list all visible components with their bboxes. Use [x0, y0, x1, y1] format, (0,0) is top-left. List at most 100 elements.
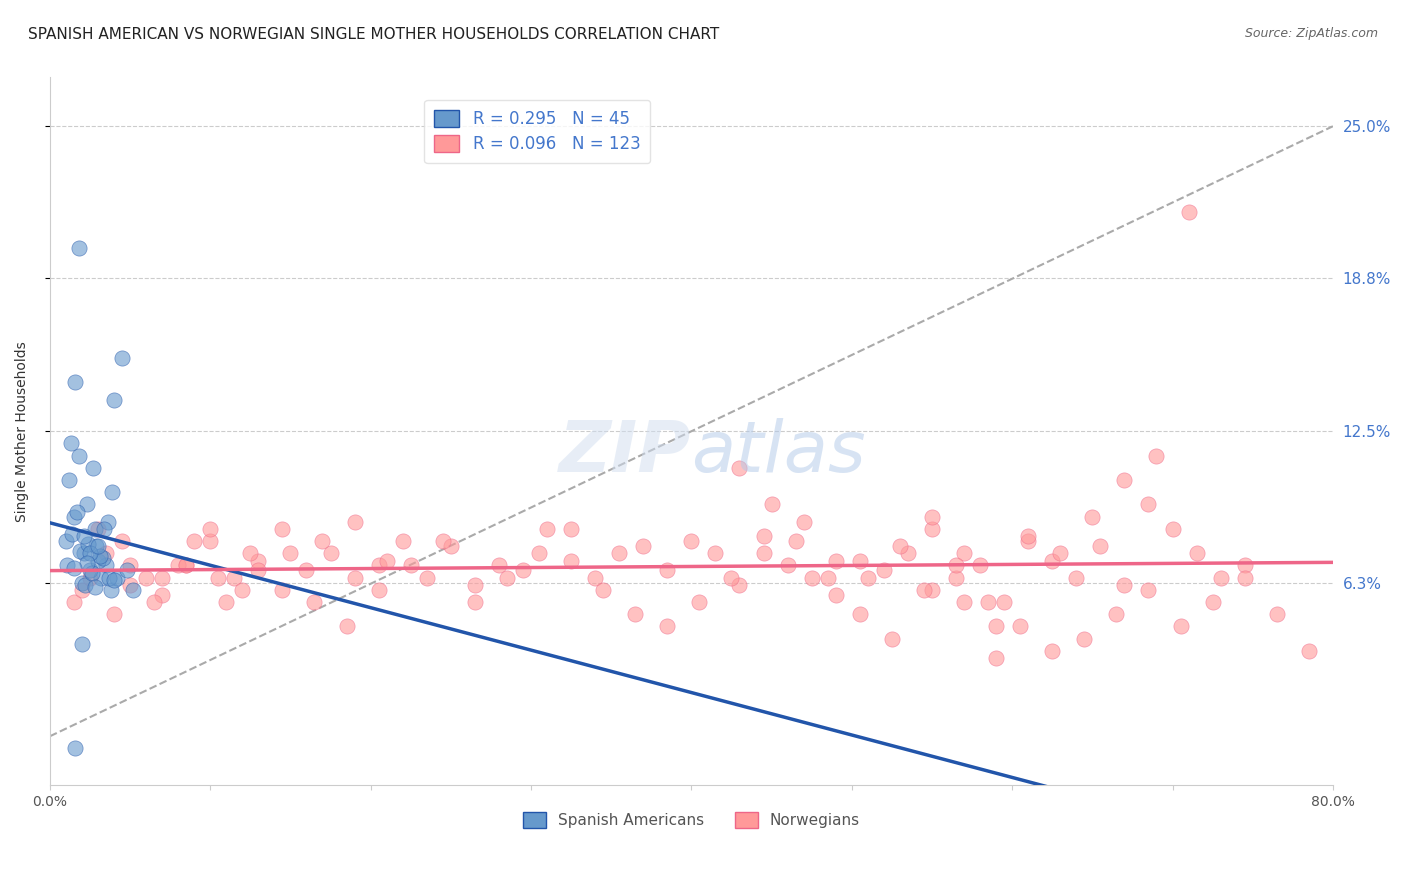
Point — [496, 571, 519, 585]
Point — [174, 558, 197, 573]
Point — [945, 571, 967, 585]
Point — [624, 607, 647, 622]
Point — [993, 595, 1015, 609]
Point — [63, 561, 86, 575]
Point — [111, 351, 134, 365]
Point — [55, 534, 77, 549]
Point — [59, 436, 82, 450]
Point — [536, 522, 558, 536]
Point — [72, 546, 94, 560]
Point — [592, 582, 614, 597]
Point — [63, 509, 86, 524]
Point — [633, 539, 655, 553]
Point — [1081, 509, 1104, 524]
Point — [1298, 644, 1320, 658]
Point — [118, 558, 141, 573]
Point — [311, 534, 333, 549]
Point — [295, 563, 318, 577]
Point — [688, 595, 710, 609]
Text: ZIP: ZIP — [560, 418, 692, 487]
Point — [1017, 534, 1039, 549]
Point — [83, 581, 105, 595]
Point — [66, 505, 89, 519]
Point — [105, 571, 128, 585]
Point — [247, 563, 270, 577]
Point — [889, 539, 911, 553]
Point — [103, 392, 125, 407]
Point — [1265, 607, 1288, 622]
Point — [921, 522, 943, 536]
Text: Source: ZipAtlas.com: Source: ZipAtlas.com — [1244, 27, 1378, 40]
Point — [921, 509, 943, 524]
Point — [720, 571, 742, 585]
Point — [143, 595, 166, 609]
Point — [70, 575, 93, 590]
Point — [70, 582, 93, 597]
Point — [224, 571, 246, 585]
Point — [87, 553, 110, 567]
Text: SPANISH AMERICAN VS NORWEGIAN SINGLE MOTHER HOUSEHOLDS CORRELATION CHART: SPANISH AMERICAN VS NORWEGIAN SINGLE MOT… — [28, 27, 720, 42]
Point — [231, 582, 253, 597]
Point — [90, 571, 112, 585]
Point — [367, 558, 389, 573]
Point — [1233, 571, 1256, 585]
Point — [83, 522, 105, 536]
Point — [824, 588, 846, 602]
Point — [1064, 571, 1087, 585]
Point — [464, 595, 486, 609]
Point — [215, 595, 238, 609]
Point — [343, 571, 366, 585]
Point — [58, 473, 80, 487]
Point — [953, 546, 976, 560]
Point — [94, 558, 117, 573]
Point — [1017, 529, 1039, 543]
Point — [464, 578, 486, 592]
Point — [79, 571, 101, 585]
Point — [87, 522, 110, 536]
Point — [953, 595, 976, 609]
Point — [65, 741, 87, 756]
Point — [122, 582, 145, 597]
Point — [115, 563, 138, 577]
Point — [77, 536, 100, 550]
Point — [440, 539, 463, 553]
Point — [399, 558, 422, 573]
Point — [728, 461, 751, 475]
Y-axis label: Single Mother Households: Single Mother Households — [15, 341, 30, 522]
Point — [728, 578, 751, 592]
Point — [800, 571, 823, 585]
Point — [79, 563, 101, 577]
Point — [1114, 578, 1136, 592]
Point — [849, 607, 872, 622]
Point — [1040, 644, 1063, 658]
Point — [1040, 553, 1063, 567]
Point — [607, 546, 630, 560]
Point — [100, 582, 122, 597]
Point — [984, 651, 1007, 665]
Legend: Spanish Americans, Norwegians: Spanish Americans, Norwegians — [517, 805, 866, 834]
Point — [94, 546, 117, 560]
Point — [91, 551, 114, 566]
Point — [367, 582, 389, 597]
Point — [75, 578, 97, 592]
Point — [912, 582, 935, 597]
Point — [1170, 619, 1192, 633]
Point — [375, 553, 398, 567]
Point — [103, 607, 125, 622]
Point — [82, 461, 104, 475]
Point — [1177, 204, 1199, 219]
Point — [657, 619, 679, 633]
Point — [391, 534, 413, 549]
Point — [977, 595, 1000, 609]
Point — [1105, 607, 1128, 622]
Point — [849, 553, 872, 567]
Point — [101, 485, 124, 500]
Point — [752, 546, 775, 560]
Point — [817, 571, 839, 585]
Point — [785, 534, 807, 549]
Point — [1137, 582, 1160, 597]
Point — [793, 515, 815, 529]
Point — [67, 449, 90, 463]
Point — [488, 558, 510, 573]
Point — [86, 539, 108, 553]
